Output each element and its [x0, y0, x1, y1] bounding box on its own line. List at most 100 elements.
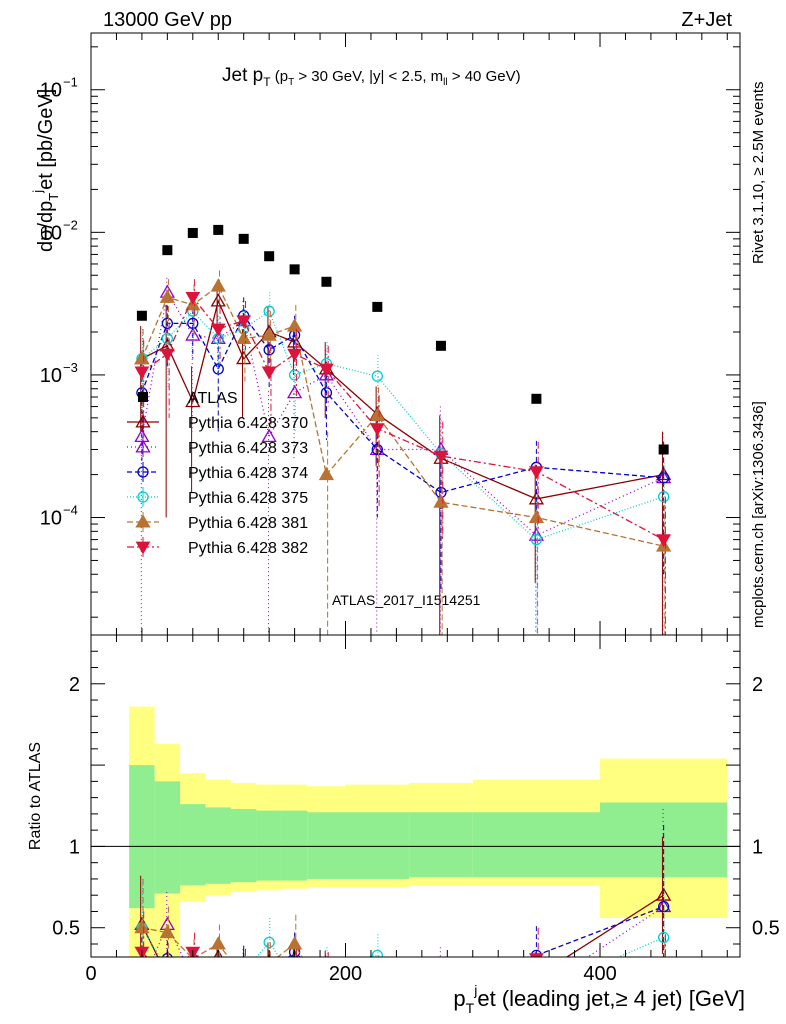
data-point: [139, 956, 145, 957]
data-point: [319, 363, 334, 377]
mcplots-side-label: mcplots.cern.ch [arXiv:1306.3436]: [750, 401, 767, 628]
ratio-panel-series: [134, 809, 672, 1005]
x-tick-label: 0: [85, 963, 96, 985]
x-tick-label: 400: [583, 963, 616, 985]
main-panel-series: [134, 224, 672, 635]
data-point: [186, 972, 199, 983]
y-tick-label-exponent: −1: [63, 75, 78, 90]
legend-label: Pythia 6.428 381: [188, 515, 308, 532]
data-point: [434, 972, 447, 983]
ratio-y-tick-label-right: 1: [752, 836, 763, 858]
data-point: [188, 967, 198, 977]
ratio-y-tick-label: 2: [69, 674, 80, 696]
legend-marker: [135, 541, 151, 555]
analysis-watermark: ATLAS_2017_I1514251: [332, 592, 481, 608]
data-point: [286, 384, 303, 399]
ratio-panel-frame: [90, 634, 741, 958]
data-point: [371, 443, 383, 456]
data-point: [210, 293, 226, 307]
data-point: [433, 494, 449, 508]
band-inner-5: [256, 810, 282, 881]
data-point: [268, 955, 270, 957]
data-point: [134, 919, 150, 934]
data-point: [134, 350, 150, 365]
legend-label: Pythia 6.428 370: [188, 415, 308, 432]
data-point: [210, 936, 226, 950]
legend-label: ATLAS: [188, 390, 238, 407]
y-tick-label: 10: [40, 365, 62, 387]
band-inner-3: [205, 807, 231, 884]
legend-label: Pythia 6.428 382: [188, 540, 308, 557]
data-point: [185, 327, 201, 341]
data-point: [135, 978, 148, 989]
data-point: [161, 317, 174, 329]
data-point: [318, 367, 335, 381]
data-point: [136, 310, 147, 321]
data-point: [212, 363, 224, 375]
data-point: [288, 369, 301, 381]
series-line: [141, 927, 303, 957]
main-chart-title: Jet pT (pT > 30 GeV, |y| < 2.5, mll > 40…: [222, 65, 521, 89]
data-point: [371, 986, 384, 997]
data-point: [529, 953, 544, 957]
data-point: [261, 327, 277, 341]
series-line: [141, 299, 664, 500]
data-point: [213, 976, 223, 986]
data-point: [159, 924, 175, 939]
series-line: [141, 310, 664, 541]
data-point: [433, 450, 449, 464]
data-point: [134, 366, 150, 380]
data-point: [320, 387, 333, 399]
data-point: [237, 978, 250, 989]
data-point: [321, 276, 332, 287]
data-point: [210, 278, 226, 292]
data-point: [434, 990, 447, 1001]
data-point: [657, 967, 670, 978]
data-point: [288, 964, 301, 975]
data-point: [213, 986, 223, 996]
data-point: [371, 370, 383, 382]
data-point: [656, 534, 672, 548]
data-point: [187, 317, 199, 329]
data-point: [263, 344, 275, 356]
legend-item-pythia-6-428-375: Pythia 6.428 375: [127, 487, 308, 507]
data-point: [657, 491, 670, 503]
data-point: [236, 330, 252, 345]
data-point: [434, 977, 447, 988]
data-point: [162, 245, 173, 256]
data-point: [264, 251, 275, 262]
data-point: [372, 988, 382, 998]
main-series-pythia-6-428-375: [136, 292, 670, 635]
legend-marker: [135, 514, 151, 528]
band-inner-10: [472, 812, 601, 878]
band-inner-7: [307, 812, 346, 879]
main-series-atlas: [136, 224, 669, 455]
series-line: [141, 290, 664, 537]
data-point: [161, 970, 174, 981]
main-series-pythia-6-428-382: [134, 279, 672, 635]
data-point: [528, 491, 545, 505]
legend-label: Pythia 6.428 373: [188, 440, 308, 457]
legend-marker: [137, 466, 149, 478]
y-tick-label: 10: [40, 222, 62, 244]
data-point: [530, 970, 543, 981]
data-point: [288, 980, 301, 991]
band-inner-11: [600, 802, 728, 878]
data-point: [187, 227, 198, 238]
data-point: [286, 318, 303, 332]
data-point: [263, 994, 276, 1005]
band-inner-6: [281, 810, 308, 881]
legend-marker: [135, 439, 151, 453]
x-tick-label: 200: [329, 963, 362, 985]
main-series-pythia-6-428-381: [134, 270, 672, 635]
band-inner-9: [409, 812, 473, 878]
data-point: [188, 959, 198, 969]
y-tick-label-exponent: −3: [63, 360, 78, 375]
legend-label: Pythia 6.428 375: [188, 490, 308, 507]
legend-marker: [138, 392, 148, 402]
data-point: [212, 975, 225, 986]
rivet-side-label: Rivet 3.1.10, ≥ 2.5M events: [750, 82, 767, 265]
x-axis-label: pTjet (leading jet,≥ 4 jet) [GeV]: [453, 982, 745, 1016]
